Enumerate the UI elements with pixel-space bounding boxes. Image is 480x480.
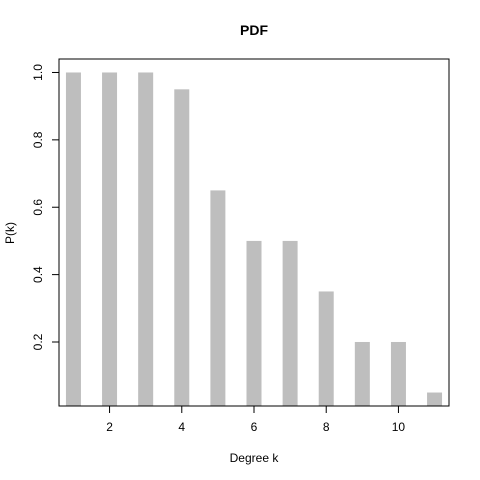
chart-title: PDF (240, 22, 268, 38)
y-tick-label: 1.0 (31, 64, 45, 81)
bar-k-8 (319, 291, 334, 406)
y-tick-label: 0.2 (31, 333, 45, 350)
bar-k-3 (138, 72, 153, 406)
y-tick-label: 0.4 (31, 266, 45, 283)
x-tick-label: 4 (178, 420, 185, 434)
bar-k-5 (210, 190, 225, 406)
x-tick-label: 2 (106, 420, 113, 434)
bar-k-7 (283, 241, 298, 406)
bar-k-9 (355, 342, 370, 406)
bar-k-6 (247, 241, 262, 406)
bar-k-11 (427, 393, 442, 406)
bar-k-2 (102, 72, 117, 406)
bar-k-1 (66, 72, 81, 406)
x-tick-label: 10 (392, 420, 406, 434)
x-tick-label: 6 (251, 420, 258, 434)
x-tick-label: 8 (323, 420, 330, 434)
x-axis-label: Degree k (230, 451, 280, 465)
bar-k-4 (174, 89, 189, 406)
y-axis-label: P(k) (3, 222, 17, 244)
y-tick-label: 0.8 (31, 131, 45, 148)
bar-k-10 (391, 342, 406, 406)
y-tick-label: 0.6 (31, 199, 45, 216)
